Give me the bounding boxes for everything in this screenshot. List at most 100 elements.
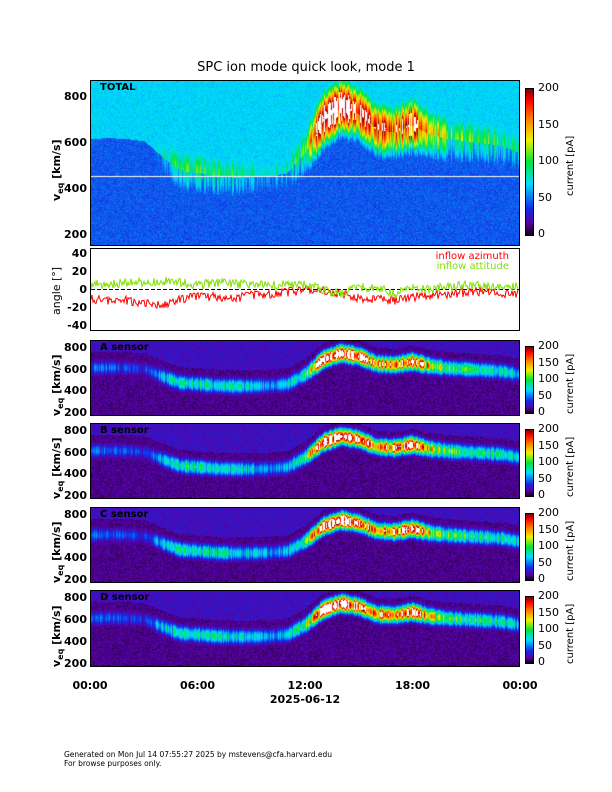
spectrogram-panel-d-sensor	[90, 590, 520, 667]
y-label-symbol: v	[50, 408, 63, 416]
y-tick-label: 400	[64, 384, 87, 398]
x-tick-label: 12:00	[287, 679, 323, 692]
y-tick-label: 200	[64, 227, 87, 241]
spectrogram-panel-total	[90, 80, 520, 246]
angle-plot	[91, 276, 519, 309]
y-axis-label: veq [km/s]	[50, 605, 65, 667]
colorbar-tick-label: 100	[538, 372, 559, 385]
spectrogram-image	[91, 424, 519, 498]
colorbar-label: current [pA]	[565, 135, 576, 196]
y-label-unit: [km/s]	[50, 604, 63, 649]
y-label-subscript: eq	[56, 182, 66, 194]
colorbar-tick-label: 150	[538, 522, 559, 536]
colorbar	[525, 429, 534, 497]
colorbar-tick-label: 100	[538, 455, 559, 468]
x-tick-label: 00:00	[502, 679, 538, 692]
spectrogram-panel-a-sensor	[90, 340, 520, 416]
colorbar-tick-label: 150	[538, 355, 559, 369]
colorbar-tick-label: 0	[538, 405, 545, 418]
series-line-inflow-azimuth	[91, 284, 519, 309]
y-tick-label: 200	[64, 657, 87, 671]
y-axis-label: angle [°]	[50, 266, 63, 315]
y-tick-label: -40	[67, 318, 87, 332]
colorbar-tick-label: 0	[538, 488, 545, 501]
series-line-inflow-attitude	[91, 276, 519, 299]
colorbar-tick-label: 200	[538, 506, 559, 519]
y-tick-label: 800	[64, 590, 87, 604]
colorbar-tick-label: 150	[538, 605, 559, 619]
date-label: 2025-06-12	[269, 693, 341, 706]
y-tick-label: 800	[64, 340, 87, 354]
colorbar-label: current [pA]	[565, 436, 576, 497]
colorbar-tick-label: 0	[538, 572, 545, 585]
y-tick-label: 200	[64, 573, 87, 587]
colorbar-tick-label: 50	[538, 471, 552, 485]
y-label-symbol: v	[50, 491, 63, 499]
y-tick-label: 200	[64, 406, 87, 420]
panel-label: A sensor	[100, 342, 149, 353]
y-tick-label: 400	[64, 467, 87, 481]
panel-label: B sensor	[100, 425, 149, 436]
y-tick-label: 400	[64, 181, 87, 195]
colorbar-tick-label: 200	[538, 81, 559, 94]
y-label-symbol: v	[50, 575, 63, 583]
y-tick-label: 20	[71, 264, 87, 278]
colorbar-tick-label: 100	[538, 539, 559, 552]
figure-title: SPC ion mode quick look, mode 1	[197, 60, 415, 75]
x-tick-label: 18:00	[394, 679, 430, 692]
colorbar-tick-label: 50	[538, 388, 552, 402]
colorbar-tick-label: 200	[538, 589, 559, 602]
panel-label: TOTAL	[100, 82, 136, 93]
spectrogram-panel-b-sensor	[90, 423, 520, 499]
y-tick-label: 600	[64, 135, 87, 149]
y-tick-label: 800	[64, 423, 87, 437]
y-label-unit: [km/s]	[50, 521, 63, 565]
spectrogram-panel-c-sensor	[90, 507, 520, 583]
colorbar-tick-label: 150	[538, 438, 559, 452]
panel-label: D sensor	[100, 592, 150, 603]
y-axis-label: veq [km/s]	[50, 354, 65, 416]
colorbar-label: current [pA]	[565, 520, 576, 581]
footer-disclaimer: For browse purposes only.	[64, 759, 162, 768]
y-tick-label: 0	[79, 282, 87, 296]
colorbar-label: current [pA]	[565, 353, 576, 414]
y-label-subscript: eq	[56, 564, 66, 576]
y-axis-label: veq [km/s]	[50, 521, 65, 583]
y-tick-label: 600	[64, 362, 87, 376]
spectrogram-image	[91, 508, 519, 582]
y-tick-label: 800	[64, 90, 87, 104]
colorbar-tick-label: 200	[538, 339, 559, 352]
y-label-unit: [km/s]	[50, 139, 63, 183]
y-label-unit: [km/s]	[50, 354, 63, 398]
colorbar	[525, 596, 534, 664]
panel-label: C sensor	[100, 509, 149, 520]
colorbar-tick-label: 150	[538, 117, 559, 131]
colorbar-tick-label: 200	[538, 422, 559, 435]
y-tick-label: 600	[64, 445, 87, 459]
footer-generated: Generated on Mon Jul 14 07:55:27 2025 by…	[64, 750, 332, 759]
colorbar-tick-label: 100	[538, 622, 559, 635]
colorbar-tick-label: 50	[538, 555, 552, 569]
y-tick-label: 600	[64, 529, 87, 543]
y-label-subscript: eq	[56, 397, 66, 409]
angle-panel: inflow azimuth inflow attitude	[90, 248, 520, 331]
y-tick-label: 200	[64, 489, 87, 503]
y-tick-label: 400	[64, 635, 87, 649]
y-label-symbol: v	[50, 659, 63, 667]
spectrogram-image	[91, 81, 519, 245]
colorbar	[525, 513, 534, 581]
y-label-subscript: eq	[56, 648, 66, 660]
colorbar-tick-label: 50	[538, 190, 552, 204]
colorbar-tick-label: 0	[538, 655, 545, 668]
spectrogram-image	[91, 591, 519, 666]
colorbar-tick-label: 0	[538, 227, 545, 240]
y-tick-label: 800	[64, 507, 87, 521]
legend-inflow-attitude: inflow attitude	[436, 261, 509, 272]
x-tick-label: 06:00	[179, 679, 215, 692]
y-tick-label: 400	[64, 551, 87, 565]
legend-inflow-azimuth: inflow azimuth	[435, 251, 509, 262]
y-label-subscript: eq	[56, 480, 66, 492]
y-label-unit: [km/s]	[50, 437, 63, 481]
y-tick-label: 600	[64, 612, 87, 626]
